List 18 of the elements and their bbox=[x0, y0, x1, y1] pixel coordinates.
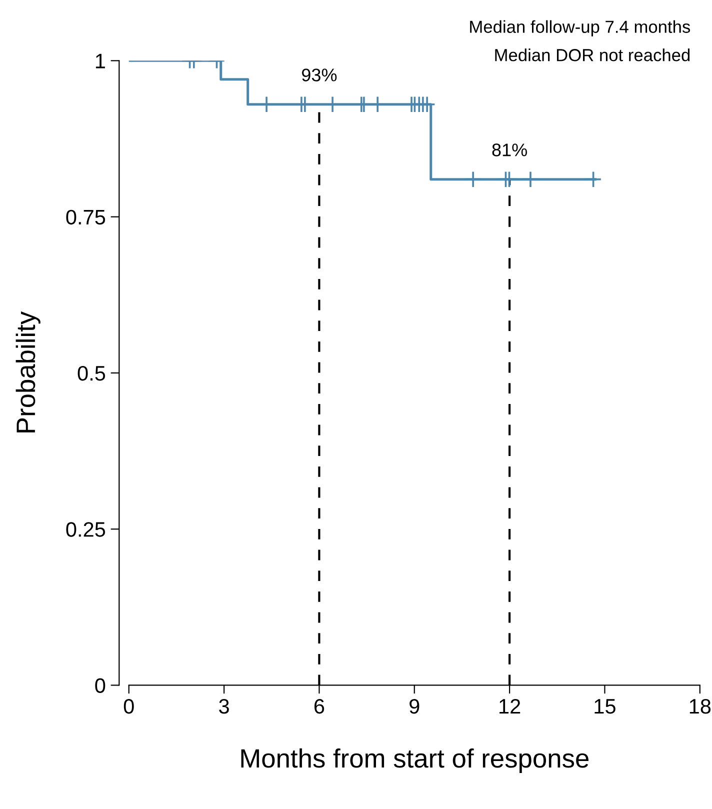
y-tick-label: 0.25 bbox=[66, 522, 106, 537]
x-tick-label: 12 bbox=[500, 698, 520, 714]
x-tick-label: 0 bbox=[124, 698, 134, 714]
x-tick-label: 15 bbox=[594, 699, 616, 714]
x-tick-label: 3 bbox=[219, 698, 229, 714]
x-tick-label: 18 bbox=[690, 698, 711, 714]
y-tick-label: 0 bbox=[95, 678, 106, 693]
x-axis-title: Months from start of response bbox=[241, 748, 588, 773]
text: Median follow-up 7.4 months bbox=[470, 20, 690, 36]
y-axis-title: Probability bbox=[16, 311, 40, 432]
y-tick-label: 0.75 bbox=[66, 210, 106, 225]
y-tick-label: 0.5 bbox=[78, 366, 106, 381]
annotation: 93% bbox=[302, 68, 337, 82]
annotation: Median DOR not reached bbox=[495, 48, 690, 62]
x-tick-label: 6 bbox=[314, 698, 324, 714]
y-tick-label: 1 bbox=[96, 54, 105, 68]
annotation: 81% bbox=[492, 144, 527, 156]
x-tick-label: 9 bbox=[410, 698, 420, 714]
